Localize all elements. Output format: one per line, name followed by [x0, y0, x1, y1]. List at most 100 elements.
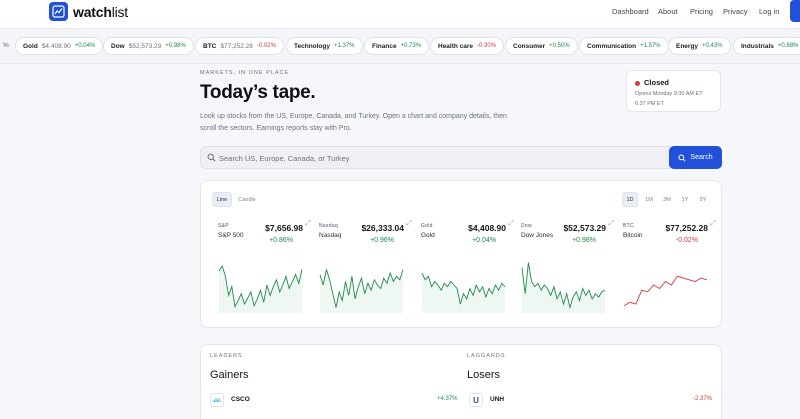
card-change: -0.02% [675, 237, 698, 244]
ticker-change: -0.02% [256, 43, 276, 49]
leaders-eyebrow: LEADERS [210, 353, 243, 359]
card-ticker: Gold [421, 223, 433, 229]
card-price: $7,656.98 [265, 223, 303, 233]
sparkline-chart [421, 272, 506, 313]
ticker-name: Health care [438, 42, 474, 50]
nav-link-dashboard[interactable]: Dashboard [612, 7, 649, 16]
ticker-pill-dow[interactable]: Dow $52,573.29 +0.98% [103, 37, 194, 55]
nav-link-about[interactable]: About [658, 7, 678, 16]
nav-link-privacy[interactable]: Privacy [723, 7, 748, 16]
ticker-change: +0.50% [549, 43, 570, 49]
mover-change: -2.37% [693, 396, 713, 402]
nav-link-pricing[interactable]: Pricing [690, 7, 713, 16]
ticker-pill-btc[interactable]: BTC $77,252.28 -0.02% [195, 37, 284, 55]
card-change: +0.04% [472, 237, 496, 244]
ticker-pill-consumer[interactable]: Consumer +0.50% [505, 37, 578, 55]
ticker-change: +0.43% [702, 43, 723, 49]
ticker-change: +0.88% [777, 43, 799, 49]
sparkline-area [219, 265, 302, 313]
expand-icon[interactable]: ⤢ [710, 220, 716, 227]
sparkline-line [521, 262, 606, 310]
sparkline-area [522, 262, 605, 313]
hero-subtitle: Look up stocks from the US, Europe, Cana… [200, 113, 507, 132]
nav-link-login[interactable]: Log in [759, 7, 780, 16]
market-status-card: Closed Opens Monday 9:30 AM ET 6:37 PM E… [626, 70, 721, 112]
sparkline-line [319, 269, 404, 308]
ticker-name: Gold [23, 42, 38, 50]
brand-mark-icon [49, 2, 68, 21]
ticker-pill-gold[interactable]: Gold $4,408.90 +0.04% [15, 37, 104, 55]
sparkline-chart [623, 275, 708, 307]
ticker-pill-industrials[interactable]: Industrials +0.88% [733, 37, 800, 55]
ticker-name: Finance [372, 42, 397, 50]
search-icon [207, 153, 216, 162]
search-icon [678, 153, 686, 162]
range-3m[interactable]: 3M [663, 196, 671, 203]
sparkline-chart [218, 264, 303, 313]
hero-eyebrow: MARKETS, IN ONE PLACE [200, 70, 290, 76]
ticker-pill-finance[interactable]: Finance +0.73% [364, 37, 430, 55]
status-dot-icon [635, 81, 640, 86]
ticker-pill-health-care[interactable]: Health care -0.30% [430, 37, 505, 55]
sparkline-area [422, 272, 505, 313]
ticker-pill-technology[interactable]: Technology +1.37% [286, 37, 363, 55]
chart-card-sp500[interactable]: S&P S&P 500 $7,656.98 +0.86% ⤢ [218, 217, 313, 321]
search-button-label: Search [690, 154, 713, 161]
expand-icon[interactable]: ⤢ [508, 220, 514, 227]
chart-card-gold[interactable]: Gold Gold $4,408.90 +0.04% ⤢ [421, 217, 516, 321]
ticker-pill-energy[interactable]: Energy +0.43% [668, 37, 731, 55]
card-ticker: Nasdaq [319, 223, 339, 229]
card-price: $52,573.29 [563, 223, 606, 233]
expand-icon[interactable]: ⤢ [305, 220, 311, 227]
range-1m[interactable]: 1M [645, 196, 653, 203]
loser-row[interactable]: U UNH -2.37% [469, 393, 715, 407]
ticker-value: $4,408.90 [41, 42, 71, 50]
expand-icon[interactable]: ⤢ [608, 220, 614, 227]
search-input[interactable] [219, 150, 659, 166]
ticker-name: BTC [203, 42, 217, 50]
search-button[interactable]: Search [669, 146, 722, 169]
chart-type-line[interactable]: Line [212, 192, 232, 207]
ticker-change: +1.57% [640, 43, 661, 49]
card-change: +0.96% [370, 237, 394, 244]
company-logo-icon [210, 393, 224, 407]
chart-card-dow[interactable]: Dow Dow Jones $52,573.29 +0.98% ⤢ [521, 217, 616, 321]
ticker-strip: % Gold $4,408.90 +0.04% Dow $52,573.29 +0.98… [0, 28, 800, 64]
market-status-label: Closed [644, 78, 670, 87]
card-change: +0.86% [269, 237, 293, 244]
sparkline-chart [319, 269, 404, 313]
market-next-open: Opens Monday 9:30 AM ET [635, 91, 703, 97]
sparkline-line [218, 264, 303, 309]
ticker-pill-communication[interactable]: Communication +1.57% [579, 37, 669, 55]
range-1d[interactable]: 1D [622, 192, 638, 207]
chart-card-nasdaq[interactable]: Nasdaq Nasdaq $26,333.04 +0.96% ⤢ [319, 217, 414, 321]
chart-type-candle[interactable]: Candle [238, 196, 256, 203]
ticker-change: -0.30% [477, 43, 497, 49]
brand-name: watchlist [73, 3, 128, 20]
gainer-row[interactable]: CSCO +4.37% [210, 393, 460, 407]
expand-icon[interactable]: ⤢ [406, 220, 412, 227]
market-time: 6:37 PM ET [635, 101, 665, 107]
card-price: $77,252.28 [665, 223, 708, 233]
range-5y[interactable]: 5Y [699, 196, 707, 203]
sparkline-line [623, 275, 708, 307]
laggards-eyebrow: LAGGARDS [467, 353, 506, 359]
card-name: Gold [421, 232, 435, 239]
card-price: $26,333.04 [361, 223, 404, 233]
card-name: Bitcoin [623, 232, 643, 239]
brand-logo[interactable]: watchlist [49, 2, 128, 21]
ticker-name: Industrials [741, 42, 774, 50]
signup-button[interactable] [790, 0, 800, 22]
card-ticker: BTC [623, 223, 634, 229]
chart-card-btc[interactable]: BTC Bitcoin $77,252.28 -0.02% ⤢ [623, 217, 718, 321]
ticker-change: +0.98% [165, 43, 186, 49]
card-price: $4,408.90 [468, 223, 506, 233]
ticker-name: Energy [676, 42, 699, 50]
ticker-name: Communication [587, 42, 637, 50]
losers-title: Losers [467, 369, 501, 381]
range-1y[interactable]: 1Y [681, 196, 689, 203]
ticker-edge-label: % [3, 42, 9, 49]
ticker-change: +1.37% [334, 43, 355, 49]
card-change: +0.98% [572, 237, 596, 244]
sparkline-area [320, 269, 403, 313]
